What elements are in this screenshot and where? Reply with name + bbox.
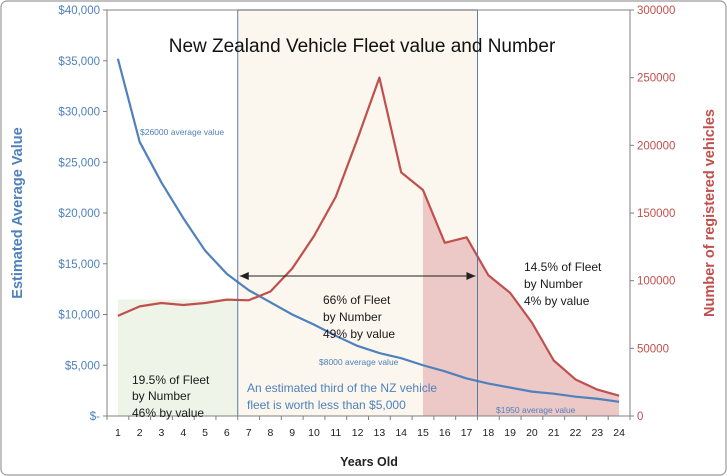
left-tick-label: $5,000: [65, 360, 100, 372]
label-8000-average-value: $8000 average value: [319, 357, 399, 367]
annotation-line: 14.5% of Fleet: [524, 260, 602, 274]
shaded-regions: [117, 10, 620, 416]
left-tick-label: $40,000: [58, 5, 100, 17]
span-arrow-head-left: [239, 272, 249, 280]
left-tick-label: $15,000: [58, 259, 100, 271]
annotation-right-region: 14.5% of Fleet by Number 4% by value: [524, 260, 602, 308]
region-left-shade: [117, 299, 238, 416]
span-arrow-head-right: [466, 272, 476, 280]
right-tick-label: 50000: [637, 343, 669, 355]
x-tick-label: 11: [330, 427, 341, 439]
x-tick-label: 8: [268, 427, 274, 439]
x-tick-label: 21: [548, 427, 560, 439]
right-tick-label: 150000: [637, 208, 675, 220]
right-tick-label: 100000: [637, 276, 675, 288]
annotation-line: by Number: [132, 389, 191, 403]
annotation-line: by Number: [524, 277, 583, 291]
y-axis-title-left: Estimated Average Value: [10, 127, 26, 298]
x-tick-label: 23: [591, 427, 603, 439]
axes: $- $5,000 $10,000 $15,000 $20,000 $25,000 $30,…: [58, 5, 675, 439]
region-right-shade: [422, 189, 620, 416]
x-tick-label: 9: [289, 427, 295, 439]
x-axis-title: Years Old: [340, 455, 398, 469]
x-tick-label: 17: [461, 427, 473, 439]
annotation-line: 66% of Fleet: [323, 293, 391, 307]
x-tick-label: 6: [224, 427, 230, 439]
x-tick-label: 12: [352, 427, 364, 439]
x-tick-label: 19: [504, 427, 516, 439]
chart-title: New Zealand Vehicle Fleet value and Numb…: [169, 36, 556, 57]
right-tick-label: 250000: [637, 73, 675, 85]
x-tick-label: 5: [202, 427, 208, 439]
x-tick-label: 4: [180, 427, 186, 439]
right-tick-label: 200000: [637, 140, 675, 152]
right-tick-label: 0: [637, 411, 643, 423]
x-tick-label: 2: [137, 427, 143, 439]
x-tick-label: 24: [613, 427, 625, 439]
x-tick-label: 22: [570, 427, 582, 439]
annotation-middle-region: 66% of Fleet by Number 49% by value: [323, 293, 395, 341]
x-tick-label: 20: [526, 427, 538, 439]
x-tick-label: 7: [246, 427, 252, 439]
x-tick-label: 10: [308, 427, 320, 439]
left-tick-label: $-: [90, 411, 100, 423]
left-tick-label: $20,000: [58, 208, 100, 220]
annotation-line: An estimated third of the NZ vehicle: [247, 381, 437, 395]
annotation-third-note: An estimated third of the NZ vehicle fle…: [247, 381, 437, 412]
left-tick-label: $25,000: [58, 157, 100, 169]
x-tick-label: 3: [159, 427, 165, 439]
x-tick-label: 16: [439, 427, 451, 439]
label-1950-average-value: $1950 average value: [496, 405, 576, 415]
annotation-left-region: 19.5% of Fleet by Number 46% by value: [132, 373, 210, 420]
annotation-line: 46% by value: [132, 406, 204, 420]
left-tick-label: $35,000: [58, 56, 100, 68]
x-tick-label: 15: [417, 427, 429, 439]
label-26000-average-value: $26000 average value: [140, 127, 224, 137]
left-tick-label: $10,000: [58, 310, 100, 322]
x-tick-label: 1: [115, 427, 121, 439]
average-value-line: [116, 58, 620, 403]
series-lines: [116, 58, 620, 403]
x-tick-label: 18: [483, 427, 495, 439]
annotation-line: 4% by value: [524, 294, 590, 308]
annotation-line: 49% by value: [323, 327, 395, 341]
annotation-line: fleet is worth less than $5,000: [247, 398, 406, 412]
right-tick-label: 300000: [637, 5, 675, 17]
left-tick-label: $30,000: [58, 107, 100, 119]
x-tick-label: 13: [374, 427, 386, 439]
registered-vehicles-line: [117, 76, 620, 397]
annotation-line: 19.5% of Fleet: [132, 373, 210, 387]
annotation-line: by Number: [323, 310, 382, 324]
y-axis-title-right: Number of registered vehicles: [702, 109, 718, 317]
x-tick-label: 14: [395, 427, 407, 439]
